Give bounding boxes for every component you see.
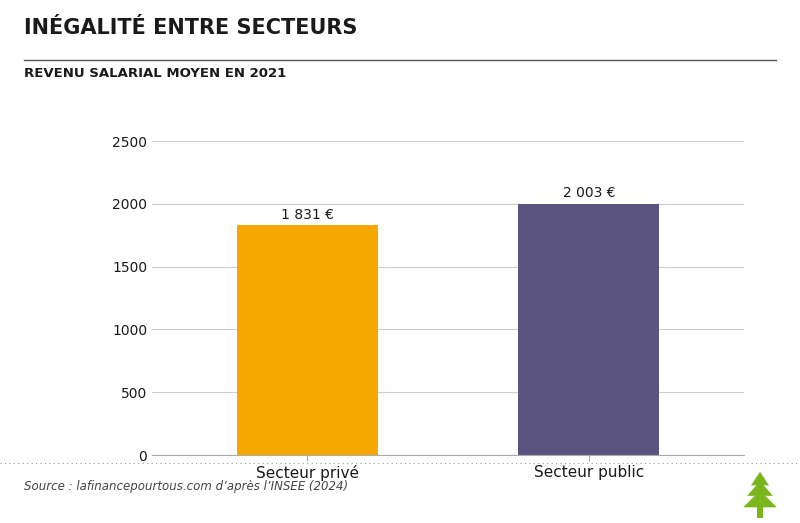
Text: INÉGALITÉ ENTRE SECTEURS: INÉGALITÉ ENTRE SECTEURS — [24, 18, 358, 38]
Polygon shape — [743, 491, 777, 507]
Bar — [237, 225, 378, 455]
Text: REVENU SALARIAL MOYEN EN 2021: REVENU SALARIAL MOYEN EN 2021 — [24, 67, 286, 80]
Bar — [518, 203, 659, 455]
Text: 2 003 €: 2 003 € — [562, 187, 615, 200]
Text: 1 831 €: 1 831 € — [281, 208, 334, 222]
Polygon shape — [751, 472, 769, 485]
Polygon shape — [747, 481, 773, 496]
Text: Source : lafinancepourtous.com d’après l’INSEE (2024): Source : lafinancepourtous.com d’après l… — [24, 480, 348, 493]
Polygon shape — [758, 505, 763, 518]
